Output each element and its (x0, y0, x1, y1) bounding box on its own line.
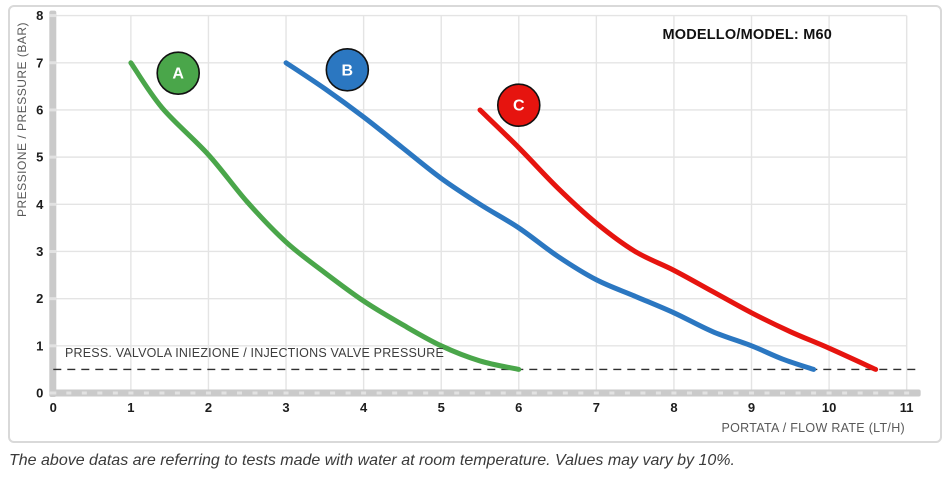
svg-text:3: 3 (282, 400, 289, 415)
svg-text:10: 10 (822, 400, 836, 415)
pressure-flow-chart-canvas: A B C 0 1 2 3 4 5 6 7 8 9 10 11 0 1 2 3 4 5 6 7 8 (36, 8, 921, 415)
svg-text:0: 0 (36, 386, 43, 401)
model-label: MODELLO/MODEL: M60 (662, 27, 832, 43)
svg-text:6: 6 (36, 102, 43, 117)
injection-valve-pressure-label: PRESS. VALVOLA INIEZIONE / INJECTIONS VA… (65, 346, 445, 360)
svg-text:1: 1 (36, 338, 43, 353)
svg-text:8: 8 (36, 8, 43, 23)
svg-text:7: 7 (36, 55, 43, 70)
svg-text:11: 11 (900, 400, 914, 415)
series-C-badge: C (496, 83, 541, 128)
series-C-curve (477, 107, 879, 372)
svg-text:C: C (513, 98, 525, 115)
svg-text:1: 1 (127, 400, 134, 415)
svg-text:8: 8 (670, 400, 677, 415)
y-tick-labels: 0 1 2 3 4 5 6 7 8 (36, 8, 44, 400)
svg-text:5: 5 (438, 400, 445, 415)
series-A-badge: A (156, 51, 201, 95)
svg-text:6: 6 (515, 400, 522, 415)
svg-text:A: A (172, 66, 184, 83)
x-axis-title: PORTATA / FLOW RATE (LT/H) (721, 421, 905, 435)
y-axis-title: PRESSIONE / PRESSURE (BAR) (15, 21, 29, 217)
series-B-curve (283, 60, 817, 372)
chart-card: A B C 0 1 2 3 4 5 6 7 8 9 10 11 0 1 2 3 4 5 6 7 8 MODELLO/MODEL… (8, 5, 942, 443)
svg-text:4: 4 (36, 197, 44, 212)
svg-text:5: 5 (36, 150, 43, 165)
svg-text:3: 3 (36, 244, 43, 259)
svg-text:B: B (342, 62, 354, 79)
svg-text:7: 7 (593, 400, 600, 415)
svg-text:2: 2 (205, 400, 212, 415)
series-B-badge: B (325, 48, 370, 92)
series-A-curve (128, 60, 522, 372)
chart-caption: The above datas are referring to tests m… (9, 452, 735, 469)
svg-text:0: 0 (50, 400, 57, 415)
svg-text:2: 2 (36, 291, 43, 306)
x-tick-labels: 0 1 2 3 4 5 6 7 8 9 10 11 (50, 400, 914, 415)
svg-text:4: 4 (360, 400, 368, 415)
axis-bars (49, 10, 921, 397)
svg-text:9: 9 (748, 400, 755, 415)
